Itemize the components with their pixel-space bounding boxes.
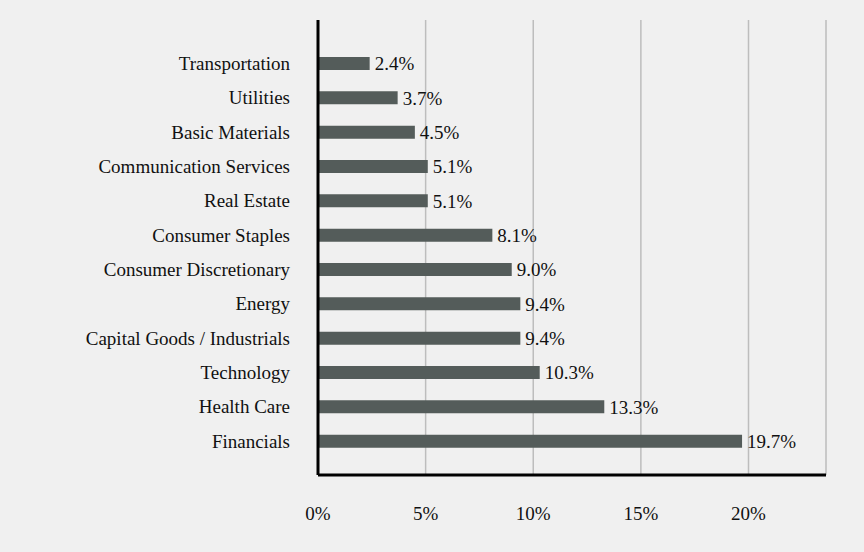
svg-text:2.4%: 2.4%: [375, 53, 415, 74]
svg-text:5%: 5%: [413, 503, 439, 524]
svg-text:15%: 15%: [623, 503, 658, 524]
svg-text:4.5%: 4.5%: [420, 122, 460, 143]
svg-text:Communication Services: Communication Services: [98, 156, 290, 177]
svg-text:Capital Goods / Industrials: Capital Goods / Industrials: [86, 328, 290, 349]
svg-text:Health Care: Health Care: [199, 396, 290, 417]
svg-text:9.0%: 9.0%: [517, 259, 557, 280]
svg-text:Basic Materials: Basic Materials: [171, 122, 290, 143]
svg-text:Transportation: Transportation: [179, 53, 291, 74]
svg-text:Utilities: Utilities: [229, 87, 290, 108]
svg-text:10%: 10%: [516, 503, 551, 524]
svg-text:5.1%: 5.1%: [433, 191, 473, 212]
svg-text:19.7%: 19.7%: [747, 431, 796, 452]
svg-text:20%: 20%: [731, 503, 766, 524]
svg-text:Financials: Financials: [212, 431, 290, 452]
svg-text:Real Estate: Real Estate: [204, 190, 290, 211]
svg-text:Consumer Staples: Consumer Staples: [152, 225, 290, 246]
svg-text:13.3%: 13.3%: [609, 397, 658, 418]
svg-text:9.4%: 9.4%: [525, 328, 565, 349]
svg-text:0%: 0%: [305, 503, 331, 524]
svg-text:Consumer Discretionary: Consumer Discretionary: [104, 259, 291, 280]
svg-text:Technology: Technology: [201, 362, 291, 383]
svg-text:8.1%: 8.1%: [497, 225, 537, 246]
svg-text:10.3%: 10.3%: [545, 362, 594, 383]
svg-text:3.7%: 3.7%: [403, 88, 443, 109]
svg-text:9.4%: 9.4%: [525, 294, 565, 315]
svg-text:5.1%: 5.1%: [433, 156, 473, 177]
svg-text:Energy: Energy: [235, 293, 290, 314]
